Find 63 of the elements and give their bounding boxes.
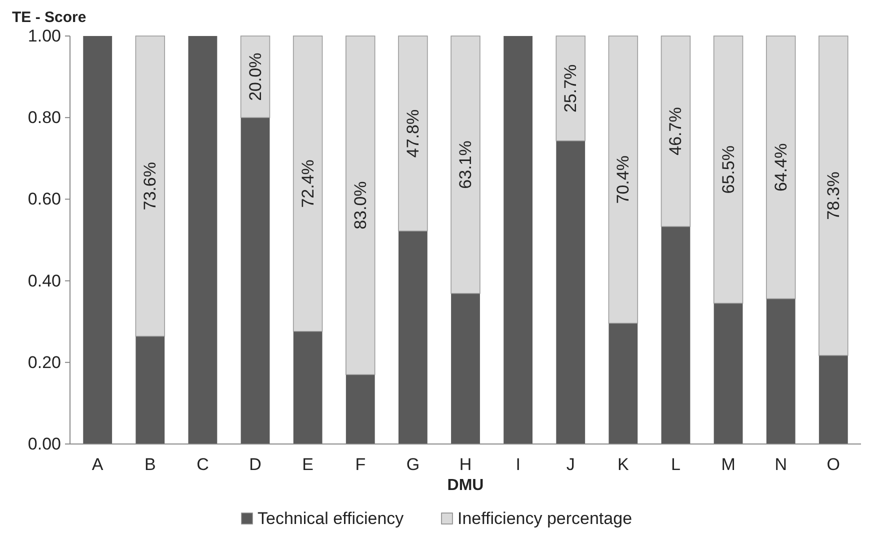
bar <box>451 293 480 444</box>
bar <box>608 36 638 324</box>
bar <box>398 36 428 232</box>
bar <box>660 36 691 227</box>
bar <box>766 36 796 300</box>
x-tick-label: M <box>721 455 736 474</box>
bar <box>556 36 586 142</box>
legend-label: Inefficiency percentage <box>458 509 632 528</box>
bar <box>661 226 690 444</box>
data-label: 20.0% <box>246 52 265 101</box>
bar <box>766 298 796 444</box>
y-axis-title: TE - Score <box>12 9 86 26</box>
data-label: 73.6% <box>140 162 160 210</box>
bar <box>818 36 848 356</box>
data-label: 70.4% <box>614 156 633 204</box>
y-tick-label: 0.20 <box>28 352 61 372</box>
bar <box>292 36 323 332</box>
x-tick-label: J <box>566 455 575 474</box>
x-tick-label: L <box>671 455 680 474</box>
data-label: 63.1% <box>456 140 475 189</box>
data-label: 46.7% <box>666 107 686 156</box>
data-label: 83.0% <box>350 181 370 230</box>
y-tick-label: 1.00 <box>28 26 61 46</box>
bar <box>135 36 166 337</box>
bar <box>188 36 218 444</box>
x-tick-label: O <box>826 455 840 474</box>
data-label: 65.5% <box>718 146 738 194</box>
bar <box>818 355 848 444</box>
y-tick-label: 0.60 <box>28 190 61 209</box>
data-label: 78.3% <box>824 172 843 220</box>
legend-label: Technical efficiency <box>258 509 404 528</box>
x-tick-label: N <box>774 455 787 474</box>
x-tick-label: C <box>196 455 209 474</box>
y-tick-label: 0.40 <box>28 271 61 290</box>
x-tick-label: B <box>144 455 156 474</box>
x-tick-label: H <box>459 455 472 474</box>
bar <box>136 336 165 444</box>
bar <box>714 303 743 444</box>
x-tick-label: E <box>302 455 314 474</box>
bar <box>83 36 112 444</box>
bar <box>713 36 744 304</box>
data-label: 25.7% <box>561 64 580 113</box>
bar <box>346 36 376 376</box>
y-tick-label: 0.80 <box>28 108 61 128</box>
bar <box>504 36 533 444</box>
x-tick-label: D <box>249 455 262 474</box>
data-label: 72.4% <box>298 160 318 208</box>
data-label: 64.4% <box>771 143 790 192</box>
bar <box>346 374 375 444</box>
bar <box>293 331 322 444</box>
data-label: 47.8% <box>403 109 422 158</box>
y-tick-label: 0.00 <box>28 434 61 454</box>
x-tick-label: I <box>516 455 520 474</box>
x-axis-title: DMU <box>447 477 484 494</box>
bar <box>240 118 270 444</box>
x-tick-label: K <box>618 455 630 474</box>
x-tick-label: F <box>355 455 366 474</box>
x-tick-label: G <box>406 455 420 474</box>
bar <box>608 323 638 444</box>
bar <box>398 231 428 444</box>
bar <box>450 36 480 294</box>
x-tick-label: A <box>92 455 104 474</box>
bar <box>556 140 586 444</box>
